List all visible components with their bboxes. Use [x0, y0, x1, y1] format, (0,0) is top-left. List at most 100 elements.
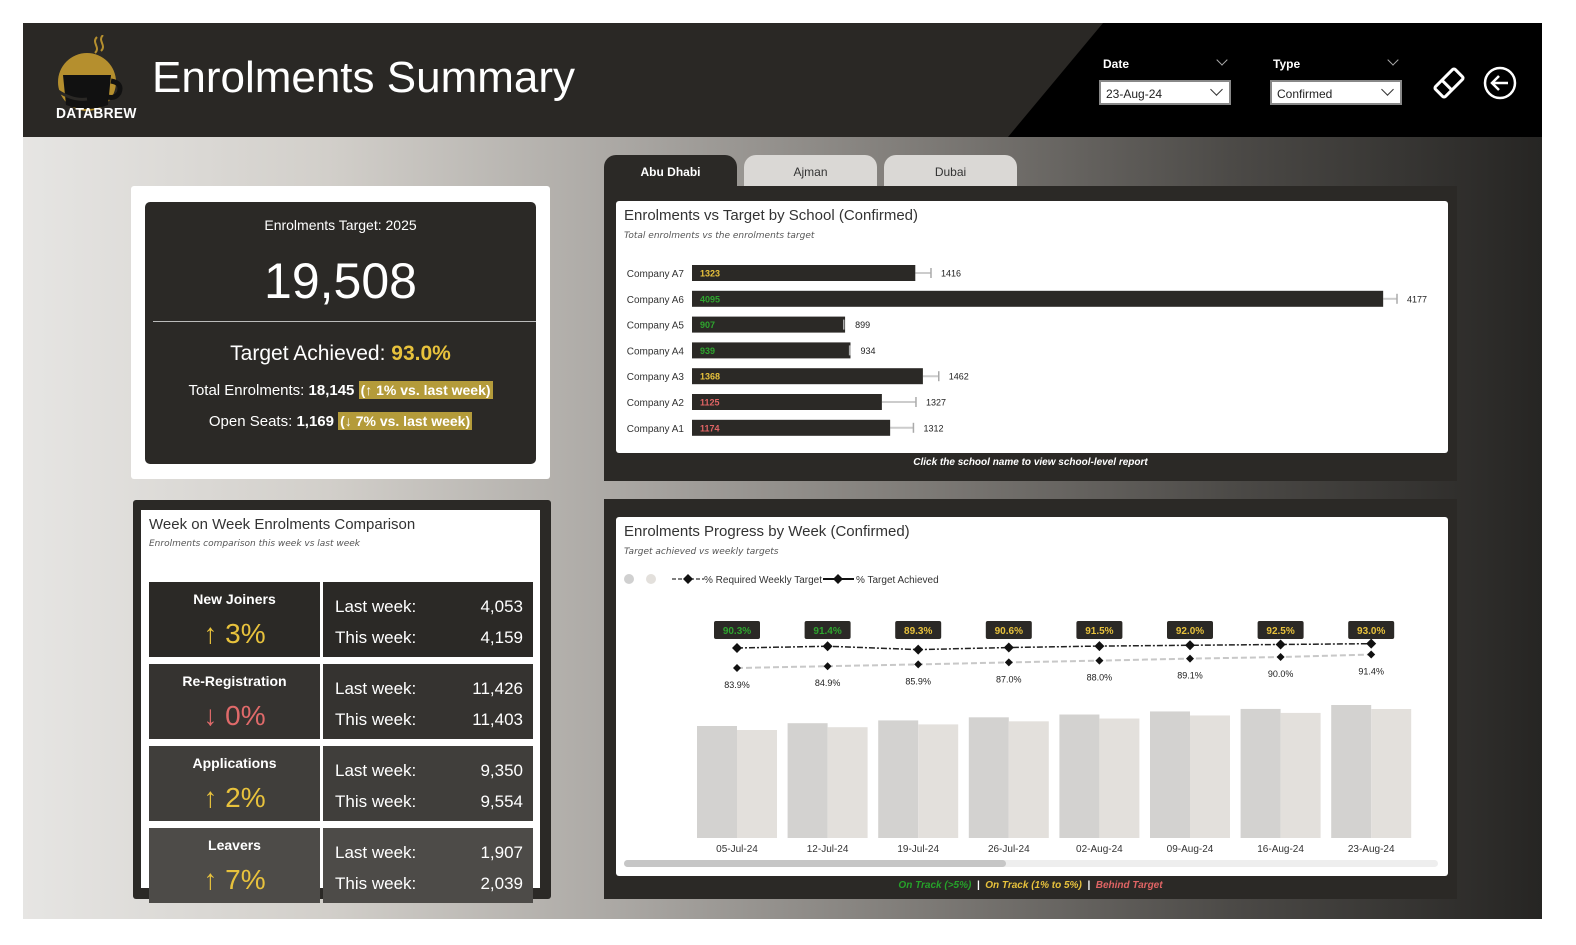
metric-name: Applications [149, 755, 320, 771]
week-tick-label: 02-Aug-24 [1076, 844, 1123, 855]
metric-cell: Re-Registration ↓ 0% [149, 664, 320, 739]
required-value-label: 83.9% [724, 680, 750, 690]
enrolment-value-label: 1368 [700, 372, 720, 382]
date-filter-label: Date [1103, 57, 1129, 71]
enrolment-bar[interactable] [692, 420, 890, 436]
chevron-down-icon [1381, 83, 1394, 96]
enrolment-bar-b [1371, 709, 1411, 838]
school-name-label[interactable]: Company A1 [627, 424, 685, 435]
school-bar-chart: Company A7 1323 1416Company A6 4095 4177Comp… [616, 201, 1448, 453]
last-week-label: Last week: [335, 761, 416, 781]
wow-row: Leavers ↑ 7% Last week: 1,907 This week: 2,03… [149, 828, 533, 903]
achieved-marker [1276, 639, 1286, 649]
legend-required-marker [683, 574, 693, 584]
week-tick-label: 26-Jul-24 [988, 844, 1030, 855]
metric-change: ↑ 7% [149, 864, 320, 896]
week-tick-label: 09-Aug-24 [1167, 844, 1214, 855]
school-name-label[interactable]: Company A2 [627, 398, 685, 409]
enrolment-bar-a [1059, 715, 1099, 838]
week-tick-label: 05-Jul-24 [716, 844, 758, 855]
legend-required-label: % Required Weekly Target [704, 575, 822, 586]
achieved-value-label: 89.3% [904, 626, 932, 637]
metric-name: New Joiners [149, 591, 320, 607]
metric-name: Leavers [149, 837, 320, 853]
progress-chart-card: Enrolments Progress by Week (Confirmed) … [616, 517, 1448, 876]
achieved-marker [823, 641, 833, 651]
required-value-label: 88.0% [1087, 673, 1113, 683]
metric-change: ↓ 0% [149, 700, 320, 732]
date-filter-value: 23-Aug-24 [1106, 87, 1162, 101]
enrolment-bar-a [697, 726, 737, 838]
enrolment-bar[interactable] [692, 342, 850, 358]
open-change-badge: (↓ 7% vs. last week) [338, 412, 472, 430]
enrolment-bar-b [1281, 713, 1321, 838]
school-name-label[interactable]: Company A5 [627, 321, 685, 332]
required-value-label: 87.0% [996, 674, 1022, 684]
back-arrow-icon[interactable] [1482, 65, 1518, 101]
metric-change: ↑ 2% [149, 782, 320, 814]
target-value-label: 1312 [923, 423, 943, 433]
enrolment-value-label: 1323 [700, 269, 720, 279]
wow-card: Week on Week Enrolments Comparison Enrol… [141, 510, 540, 888]
school-name-label[interactable]: Company A7 [627, 269, 685, 280]
achieved-value-label: 90.3% [723, 626, 751, 637]
school-name-label[interactable]: Company A6 [627, 295, 685, 306]
target-value: 19,508 [145, 252, 536, 310]
enrolment-value-label: 1125 [700, 398, 720, 408]
achieved-value-label: 92.0% [1176, 626, 1204, 637]
target-value-label: 1462 [949, 372, 969, 382]
enrolment-bar-a [788, 723, 828, 838]
school-chart-card: Enrolments vs Target by School (Confirme… [616, 201, 1448, 453]
last-week-label: Last week: [335, 679, 416, 699]
tab-abu-dhabi[interactable]: Abu Dhabi [604, 155, 737, 187]
total-label: Total Enrolments: [188, 382, 304, 399]
school-name-label[interactable]: Company A3 [627, 372, 685, 383]
metric-values: Last week: 11,426 This week: 11,403 [323, 664, 533, 739]
wow-row: Applications ↑ 2% Last week: 9,350 This week… [149, 746, 533, 821]
this-week-value: 2,039 [480, 874, 523, 894]
this-week-value: 11,403 [472, 710, 523, 730]
type-filter-select[interactable]: Confirmed [1270, 80, 1402, 105]
enrolment-bar[interactable] [692, 394, 882, 410]
enrolment-bar[interactable] [692, 265, 915, 281]
school-name-label[interactable]: Company A4 [627, 346, 685, 357]
target-achieved: Target Achieved: 93.0% [145, 342, 536, 366]
last-week-value: 4,053 [480, 597, 523, 617]
last-week-value: 9,350 [480, 761, 523, 781]
metric-cell: Leavers ↑ 7% [149, 828, 320, 903]
enrolment-bar[interactable] [692, 291, 1383, 307]
required-marker [824, 662, 832, 670]
dashboard-frame: DATABREW Enrolments Summary Date 23-Aug-… [23, 23, 1542, 919]
open-seats: Open Seats: 1,169 (↓ 7% vs. last week) [145, 413, 536, 430]
achieved-value-label: 90.6% [995, 626, 1023, 637]
metric-cell: Applications ↑ 2% [149, 746, 320, 821]
tab-ajman[interactable]: Ajman [744, 155, 877, 187]
metric-change: ↑ 3% [149, 618, 320, 650]
legend-dot-2 [646, 574, 656, 584]
wow-row: Re-Registration ↓ 0% Last week: 11,426 This … [149, 664, 533, 739]
total-enrolments: Total Enrolments: 18,145 (↑ 1% vs. last … [145, 382, 536, 399]
scrollbar-thumb[interactable] [624, 860, 1006, 867]
target-value-label: 1416 [941, 269, 961, 279]
type-filter-label: Type [1273, 57, 1300, 71]
eraser-icon[interactable] [1431, 65, 1467, 101]
required-value-label: 90.0% [1268, 669, 1294, 679]
date-filter-select[interactable]: 23-Aug-24 [1099, 80, 1231, 105]
achieved-marker [732, 643, 742, 653]
enrolment-value-label: 939 [700, 346, 715, 356]
enrolment-value-label: 1174 [700, 423, 720, 433]
required-marker [1186, 655, 1194, 663]
kpi-divider [153, 321, 536, 322]
enrolment-bar[interactable] [692, 368, 923, 384]
this-week-value: 4,159 [480, 628, 523, 648]
legend-achieved-marker [833, 574, 843, 584]
enrolment-bar-b [737, 730, 777, 838]
enrolment-bar-b [1190, 715, 1230, 838]
tab-dubai[interactable]: Dubai [884, 155, 1017, 187]
chevron-down-icon [1210, 83, 1223, 96]
total-change-badge: (↑ 1% vs. last week) [359, 381, 493, 399]
legend-separator: | [977, 880, 980, 891]
required-value-label: 84.9% [815, 678, 841, 688]
achieved-marker [1004, 643, 1014, 653]
required-value-label: 85.9% [905, 676, 931, 686]
